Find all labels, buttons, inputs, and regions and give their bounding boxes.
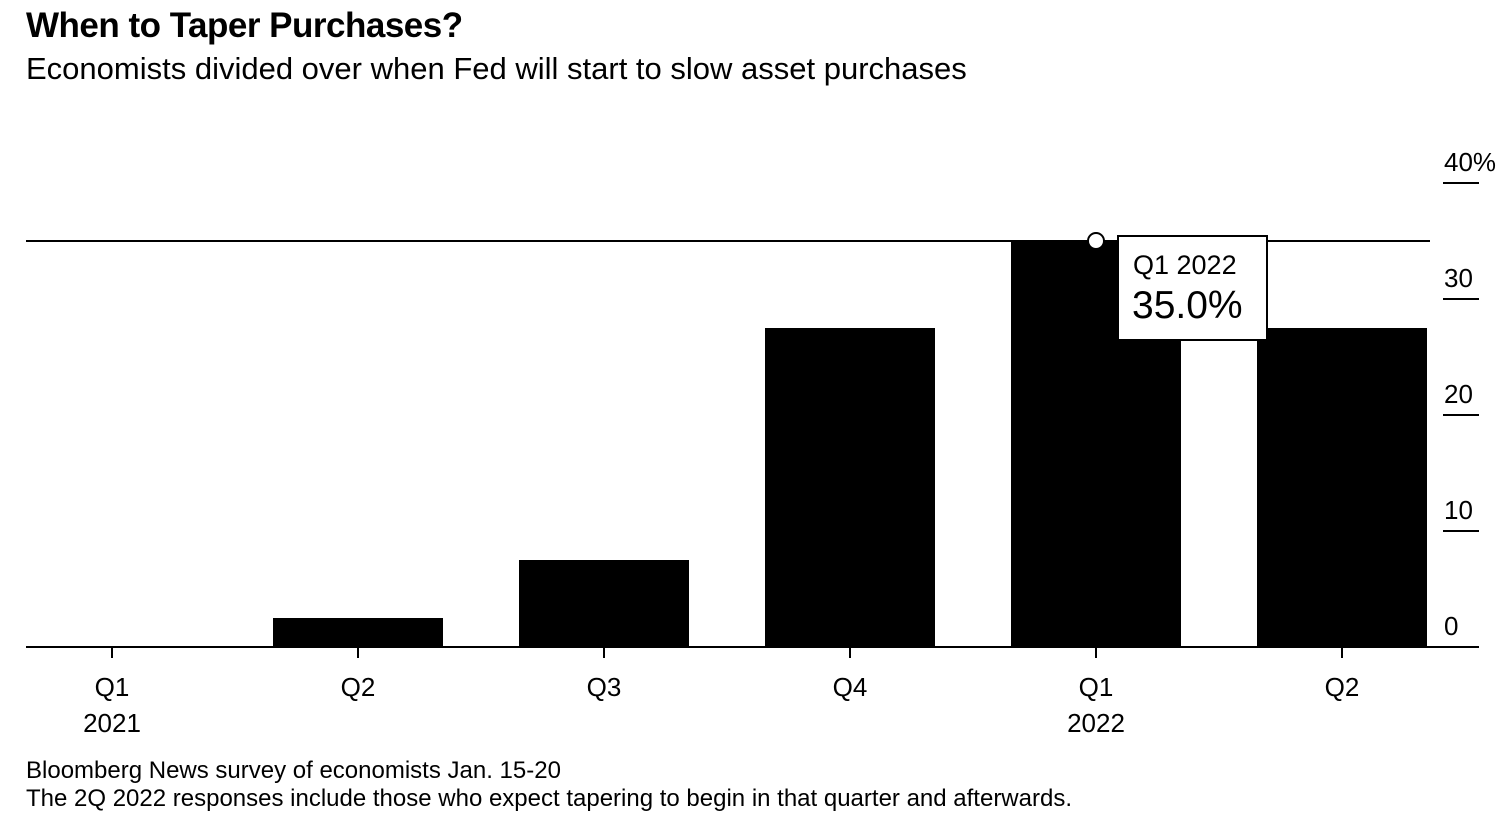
y-tick-label: 0 bbox=[1444, 611, 1458, 641]
x-tick-label: Q4 bbox=[833, 672, 868, 702]
y-tick-label: 10 bbox=[1444, 495, 1473, 525]
bar-chart: 0 10 20 30 40% Q1 2021 Q2 Q3 Q4 Q1 2022 Q2 bbox=[26, 147, 1496, 738]
chart-title: When to Taper Purchases? bbox=[26, 6, 463, 45]
y-tick-label: 30 bbox=[1444, 263, 1473, 293]
y-tick-label: 20 bbox=[1444, 379, 1473, 409]
tooltip-value: 35.0% bbox=[1132, 284, 1243, 327]
bar-q4-2021[interactable] bbox=[765, 328, 935, 647]
tooltip-label: Q1 2022 bbox=[1133, 250, 1237, 280]
tooltip: Q1 2022 35.0% bbox=[1117, 235, 1268, 341]
y-tick-label: 40% bbox=[1444, 147, 1496, 177]
x-tick-label: Q3 bbox=[587, 672, 622, 702]
bar-q2-2022[interactable] bbox=[1257, 328, 1427, 647]
bars-layer bbox=[273, 241, 1427, 647]
bar-q3-2021[interactable] bbox=[519, 560, 689, 647]
source-note: Bloomberg News survey of economists Jan.… bbox=[26, 757, 561, 784]
x-tick-label: Q2 bbox=[341, 672, 376, 702]
highlight-marker bbox=[1087, 232, 1105, 250]
x-year-label: 2022 bbox=[1067, 708, 1125, 738]
bar-q2-2021[interactable] bbox=[273, 618, 443, 647]
x-tick-label: Q1 bbox=[1079, 672, 1114, 702]
x-tick-label: Q1 bbox=[95, 672, 130, 702]
x-tick-label: Q2 bbox=[1325, 672, 1360, 702]
x-year-label: 2021 bbox=[83, 708, 141, 738]
methodology-note: The 2Q 2022 responses include those who … bbox=[26, 785, 1072, 812]
x-axis: Q1 2021 Q2 Q3 Q4 Q1 2022 Q2 bbox=[83, 647, 1359, 738]
chart-subtitle: Economists divided over when Fed will st… bbox=[26, 51, 967, 86]
y-axis: 0 10 20 30 40% bbox=[1443, 147, 1496, 648]
